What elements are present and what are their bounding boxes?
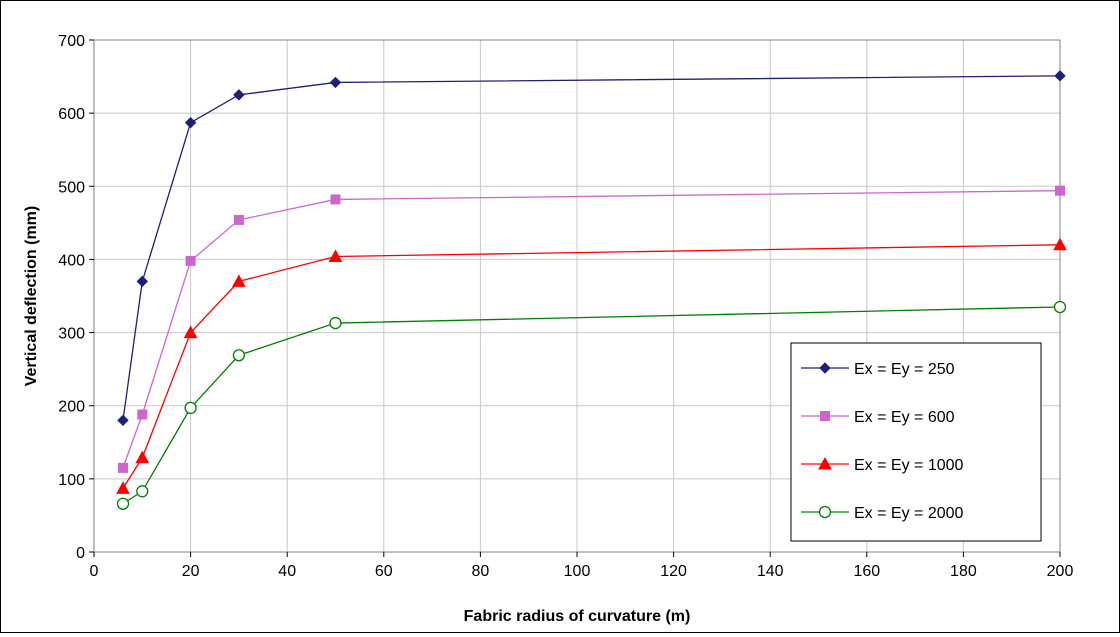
y-tick-label: 500: [58, 179, 85, 196]
data-point: [233, 89, 245, 101]
data-point: [232, 349, 246, 362]
data-point: [117, 414, 129, 427]
x-tick-label: 100: [564, 563, 591, 580]
data-point: [328, 249, 343, 263]
series-4: [116, 300, 1067, 510]
legend-label: Ex = Ey = 1000: [854, 457, 964, 474]
data-point: [137, 409, 148, 420]
data-point: [1055, 185, 1065, 196]
x-tick-label: 120: [660, 563, 687, 580]
data-point: [135, 450, 150, 464]
x-axis-title: Fabric radius of curvature (m): [464, 608, 691, 625]
data-point: [233, 214, 244, 225]
data-point: [184, 401, 197, 415]
data-point: [183, 325, 198, 339]
data-point: [330, 194, 341, 205]
y-axis-title: Vertical deflection (mm): [23, 206, 40, 387]
y-tick-label: 600: [58, 106, 85, 123]
series-3: [116, 237, 1067, 494]
x-tick-label: 40: [278, 563, 296, 580]
data-point: [1053, 300, 1067, 314]
data-point: [1053, 237, 1067, 251]
data-point: [185, 255, 196, 266]
x-tick-label: 80: [472, 563, 490, 580]
x-tick-label: 20: [182, 563, 200, 580]
series-layer: [116, 70, 1067, 510]
legend-label: Ex = Ey = 2000: [854, 505, 964, 522]
data-point: [329, 76, 342, 89]
x-tick-label: 0: [90, 563, 99, 580]
series-1: [117, 70, 1066, 427]
x-tick-labels: 0 20 40 60 80 100 120 140 160 180 200: [90, 552, 1074, 580]
legend-label: Ex = Ey = 600: [854, 409, 955, 426]
series-line: [122, 190, 1061, 469]
data-point: [116, 481, 130, 494]
x-tick-label: 60: [375, 563, 393, 580]
data-point: [117, 462, 128, 473]
legend-item: Ex = Ey = 250: [801, 361, 955, 378]
x-tick-label: 200: [1047, 563, 1074, 580]
y-tick-label: 700: [58, 33, 85, 50]
data-point: [1054, 70, 1066, 82]
x-tick-label: 160: [853, 563, 880, 580]
x-tick-label: 180: [950, 563, 977, 580]
y-tick-label: 0: [76, 545, 85, 562]
legend-marker: [820, 411, 830, 421]
legend-item: Ex = Ey = 2000: [801, 505, 964, 522]
series-2: [117, 185, 1065, 473]
legend-marker: [818, 456, 832, 470]
data-point: [232, 274, 246, 287]
series-line: [122, 75, 1061, 421]
data-point: [184, 116, 197, 129]
y-tick-label: 100: [58, 472, 85, 489]
y-tick-labels: 0 100 200 300 400 500 600 700: [58, 33, 94, 562]
legend-marker: [819, 362, 831, 374]
data-point: [329, 316, 342, 330]
y-tick-label: 400: [58, 252, 85, 269]
data-point: [136, 485, 149, 498]
data-point: [136, 275, 149, 288]
x-tick-label: 140: [757, 563, 784, 580]
legend-item: Ex = Ey = 1000: [801, 456, 964, 474]
legend: Ex = Ey = 250 Ex = Ey = 600 Ex = Ey = 1000…: [790, 342, 1042, 542]
legend-box: [790, 342, 1042, 542]
y-tick-label: 200: [58, 399, 85, 416]
legend-label: Ex = Ey = 250: [854, 361, 955, 378]
data-point: [116, 497, 130, 510]
legend-item: Ex = Ey = 600: [801, 409, 955, 426]
legend-marker: [818, 505, 832, 519]
y-tick-label: 300: [58, 326, 85, 343]
